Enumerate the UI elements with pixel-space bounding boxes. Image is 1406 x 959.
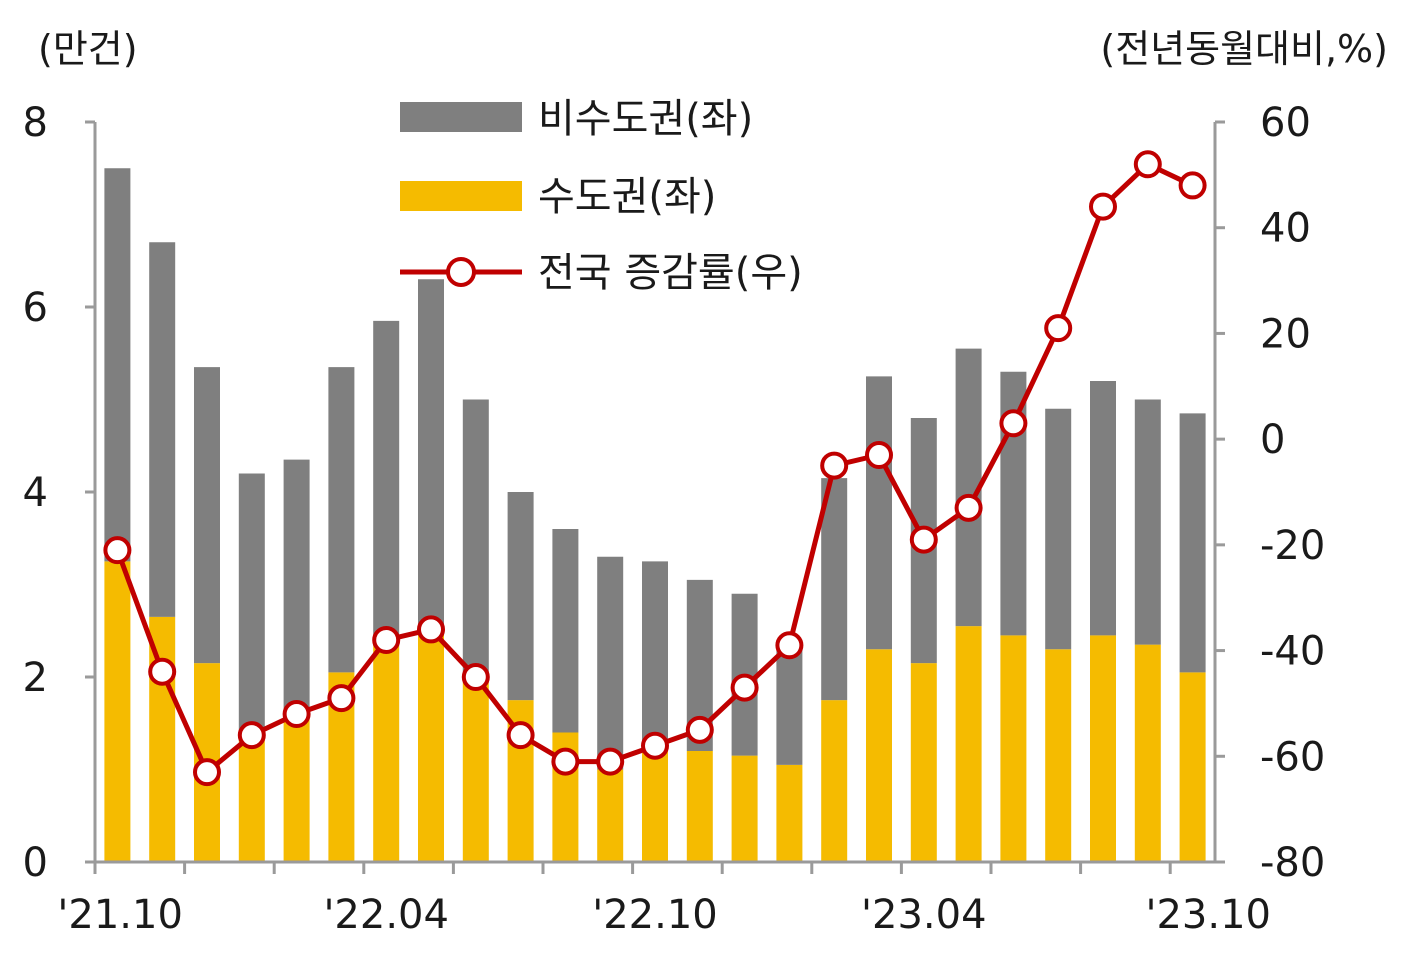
line-point xyxy=(327,684,356,713)
line-point xyxy=(909,525,938,554)
bar-bisudogwon xyxy=(1134,399,1161,645)
bar-sudogwon xyxy=(866,649,892,862)
bar-bisudogwon xyxy=(507,492,534,701)
line-point xyxy=(237,721,266,750)
bar-sudogwon xyxy=(731,755,758,862)
x-tick-label: '22.10 xyxy=(592,892,718,938)
bar-bisudogwon xyxy=(597,556,624,770)
bar-sudogwon xyxy=(686,751,713,862)
bar-sudogwon xyxy=(910,663,937,862)
legend-label: 전국 증감률(우) xyxy=(538,250,803,296)
bar-sudogwon xyxy=(462,677,489,862)
line-point xyxy=(1178,171,1207,200)
bar-sudogwon xyxy=(776,764,803,862)
left-tick-label: 2 xyxy=(23,655,48,701)
left-tick-label: 0 xyxy=(23,840,48,886)
right-tick-label: -60 xyxy=(1260,734,1325,780)
line-point xyxy=(372,626,401,654)
right-tick-label: 0 xyxy=(1260,417,1285,463)
bar-bisudogwon xyxy=(104,168,131,562)
axes-layer: 0 2 4 6 8 -80 -60 -40 -20 0 20 40 60 '21.10 '22.04 '22.… xyxy=(23,100,1326,938)
bar-bisudogwon xyxy=(821,478,848,701)
line-point xyxy=(282,700,311,728)
x-tick-label: '23.10 xyxy=(1145,892,1271,938)
bar-bisudogwon xyxy=(328,367,355,673)
right-tick-label: 20 xyxy=(1260,311,1311,357)
x-tick-label: '21.10 xyxy=(57,892,183,938)
bar-sudogwon xyxy=(283,718,310,862)
line-point xyxy=(596,747,625,776)
left-axis-unit-label: (만건) xyxy=(38,27,138,71)
bar-sudogwon xyxy=(1179,672,1206,862)
right-tick-label: -80 xyxy=(1260,840,1325,886)
bar-sudogwon xyxy=(418,630,444,862)
legend-swatch-marker xyxy=(446,257,476,287)
bar-bisudogwon xyxy=(283,459,310,719)
right-tick-label: -40 xyxy=(1260,629,1325,675)
bar-bisudogwon xyxy=(552,529,579,733)
bar-bisudogwon xyxy=(373,320,400,640)
x-tick-label: '22.04 xyxy=(323,892,449,938)
line-point xyxy=(954,493,983,522)
line-point xyxy=(685,715,714,744)
right-tick-label: 60 xyxy=(1260,100,1311,146)
bar-sudogwon xyxy=(1134,644,1161,862)
line-point xyxy=(103,536,132,565)
left-tick-label: 6 xyxy=(23,285,48,331)
bar-bisudogwon xyxy=(1045,408,1072,650)
left-tick-label: 4 xyxy=(23,470,48,516)
bar-sudogwon xyxy=(642,741,668,862)
bar-sudogwon xyxy=(104,561,131,862)
legend-label: 비수도권(좌) xyxy=(538,96,753,142)
legend-label: 수도권(좌) xyxy=(538,174,716,220)
right-tick-label: -20 xyxy=(1260,523,1325,569)
bar-sudogwon xyxy=(373,640,400,862)
bar-sudogwon xyxy=(238,737,265,862)
legend-layer: 비수도권(좌) 수도권(좌) 전국 증감률(우) xyxy=(400,96,803,296)
line-point xyxy=(417,615,445,644)
bar-bisudogwon xyxy=(462,399,489,677)
bar-sudogwon xyxy=(1090,635,1116,862)
right-tick-label: 40 xyxy=(1260,206,1311,252)
bar-bisudogwon xyxy=(642,561,668,742)
line-point xyxy=(461,663,490,691)
bar-bisudogwon xyxy=(418,279,444,631)
bar-sudogwon xyxy=(955,626,982,862)
x-tick-label: '23.04 xyxy=(861,892,987,938)
bar-bisudogwon xyxy=(1090,381,1116,636)
bar-sudogwon xyxy=(1045,649,1072,862)
line-point xyxy=(1044,314,1073,343)
line-point xyxy=(193,758,221,787)
line-layer xyxy=(103,150,1207,787)
line-point xyxy=(820,451,849,480)
line-point xyxy=(641,731,669,760)
bar-bisudogwon xyxy=(194,367,220,664)
bar-bisudogwon xyxy=(776,640,803,765)
line-point xyxy=(775,631,804,660)
right-axis-unit-label: (전년동월대비,%) xyxy=(1100,27,1388,71)
bar-bisudogwon xyxy=(238,473,265,738)
bar-bisudogwon xyxy=(149,242,176,617)
bar-sudogwon xyxy=(1000,635,1027,862)
legend-swatch-bisudogwon xyxy=(400,102,522,132)
bar-sudogwon xyxy=(597,769,624,862)
left-tick-label: 8 xyxy=(23,100,48,146)
line-point xyxy=(1133,150,1162,179)
line-point xyxy=(865,441,893,469)
line-point xyxy=(551,747,580,776)
line-point xyxy=(1089,192,1117,221)
line-point xyxy=(730,673,759,702)
bar-bisudogwon xyxy=(1179,413,1206,673)
line-point xyxy=(506,721,535,750)
legend-swatch-sudogwon xyxy=(400,181,522,211)
line-point xyxy=(999,409,1028,438)
bar-bisudogwon xyxy=(866,376,892,650)
line-point xyxy=(148,657,177,686)
bar-sudogwon xyxy=(821,700,848,862)
